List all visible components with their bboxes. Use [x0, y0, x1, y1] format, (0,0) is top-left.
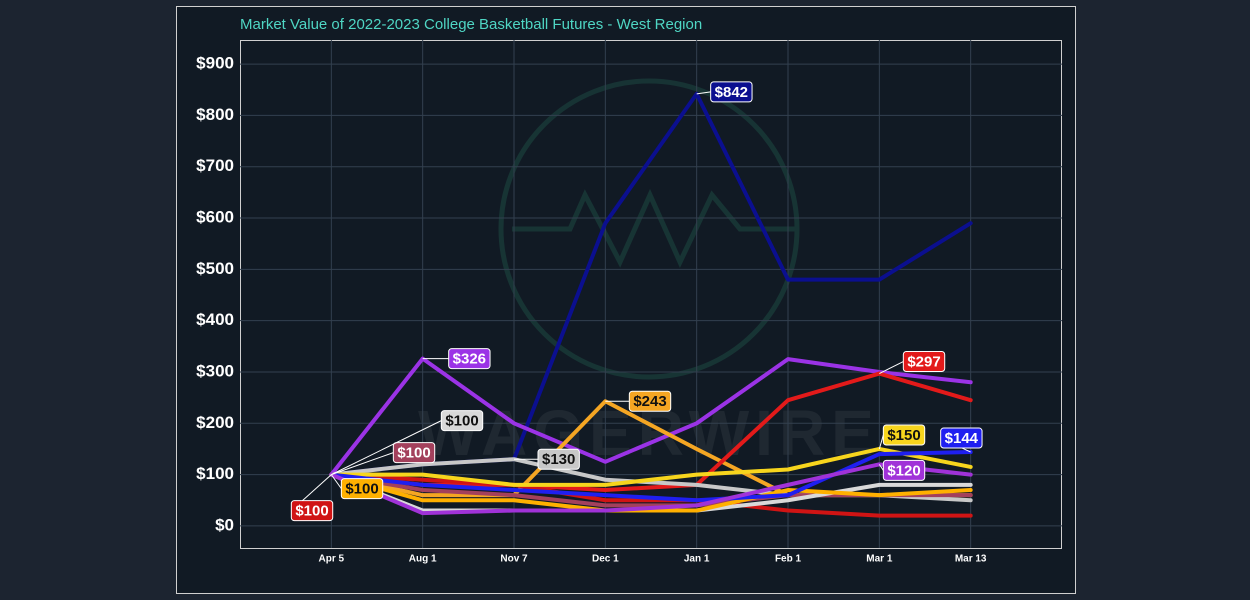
- value-label-box: [902, 351, 946, 373]
- value-label-box: [392, 442, 436, 464]
- value-label-box: [290, 500, 334, 522]
- value-label: $297: [907, 354, 940, 371]
- y-tick-label: $900: [196, 54, 234, 73]
- value-label-box: [440, 410, 484, 432]
- y-tick-label: $100: [196, 464, 234, 483]
- label-leader: [878, 464, 884, 471]
- label-leader: [331, 420, 442, 476]
- x-tick-label: Mar 1: [866, 554, 893, 565]
- x-tick-label: Nov 7: [500, 554, 528, 565]
- y-tick-label: $400: [196, 310, 234, 329]
- value-label-box: [940, 427, 983, 449]
- value-label: $243: [633, 393, 666, 410]
- value-label: $144: [945, 430, 979, 447]
- label-leader: [696, 91, 711, 95]
- y-tick-label: $200: [196, 413, 234, 432]
- y-tick-label: $500: [196, 259, 234, 278]
- series-line: [329, 356, 973, 477]
- x-tick-label: Dec 1: [592, 554, 619, 565]
- series-line: [329, 472, 973, 518]
- value-label: $326: [453, 351, 486, 368]
- y-tick-label: $700: [196, 156, 234, 175]
- x-tick-label: Feb 1: [775, 554, 802, 565]
- value-label: $130: [542, 451, 575, 468]
- label-leader: [330, 474, 342, 489]
- x-tick-label: Apr 5: [319, 554, 345, 565]
- value-label: $100: [345, 481, 378, 498]
- series-line: [329, 472, 973, 513]
- x-tick-label: Aug 1: [409, 554, 437, 565]
- value-label: $100: [445, 413, 478, 430]
- value-label: $100: [397, 445, 430, 462]
- y-tick-label: $300: [196, 361, 234, 380]
- value-label: $120: [887, 462, 920, 479]
- label-leader: [331, 452, 394, 476]
- value-label-box: [882, 459, 926, 481]
- y-tick-label: $600: [196, 208, 234, 227]
- value-label-box: [448, 348, 491, 370]
- x-tick-label: Jan 1: [684, 554, 710, 565]
- y-tick-label: $800: [196, 105, 234, 124]
- value-label-box: [882, 424, 926, 446]
- series-line: [329, 462, 973, 516]
- value-label-box: [537, 448, 580, 470]
- chart-title: Market Value of 2022-2023 College Basket…: [240, 16, 702, 33]
- series-line: [329, 450, 973, 503]
- series-line: [329, 446, 973, 487]
- value-label: $100: [295, 503, 328, 520]
- y-tick-label: $0: [215, 515, 234, 534]
- value-label-box: [710, 81, 753, 103]
- label-leader: [879, 361, 904, 374]
- value-label-box: [628, 390, 672, 412]
- value-label: $842: [715, 84, 748, 101]
- label-leader: [878, 434, 884, 450]
- x-tick-label: Mar 13: [955, 554, 987, 565]
- value-label-box: [340, 478, 384, 500]
- value-label: $150: [887, 427, 920, 444]
